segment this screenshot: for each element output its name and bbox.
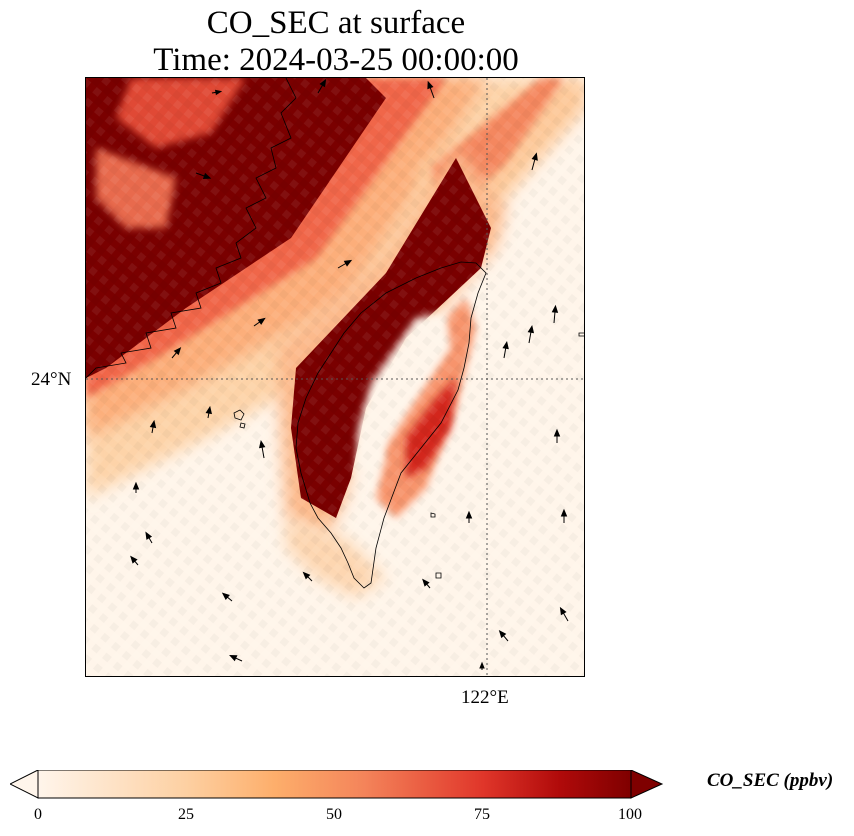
wind-arrow xyxy=(253,317,266,327)
wind-arrow xyxy=(502,340,509,359)
wind-arrow xyxy=(258,439,266,459)
wind-arrow xyxy=(171,347,182,359)
wind-arrow xyxy=(422,578,431,589)
colorbar-tick-50: 50 xyxy=(326,806,342,823)
wind-arrow xyxy=(531,152,538,171)
map-panel xyxy=(85,77,585,677)
taiwan-coastline xyxy=(295,261,487,589)
colorbar-label: CO_SEC (ppbv) xyxy=(707,770,834,791)
wind-arrow xyxy=(145,531,153,544)
wind-arrow xyxy=(465,510,473,523)
wind-arrow xyxy=(527,324,535,344)
mainland-coastline xyxy=(86,78,297,379)
orchid-island xyxy=(435,572,442,579)
colorbar-tick-0: 0 xyxy=(34,806,42,823)
colorbar-extend-max xyxy=(630,770,664,799)
colorbar-tick-75: 75 xyxy=(474,806,490,823)
wind-arrow xyxy=(498,630,509,642)
wind-arrow xyxy=(149,419,157,434)
colorbar-extend-min xyxy=(10,770,39,799)
wind-arrow xyxy=(337,259,353,269)
colorbar-tick-100: 100 xyxy=(618,806,642,823)
yonaguni-island xyxy=(578,332,584,337)
wind-arrow xyxy=(195,172,212,179)
wind-arrow xyxy=(205,405,212,419)
map-title-line1: CO_SEC at surface xyxy=(206,5,466,41)
colorbar-gradient xyxy=(37,770,632,799)
wind-arrow xyxy=(132,481,140,493)
wind-arrow xyxy=(551,304,559,324)
gridlines xyxy=(86,78,584,676)
wind-arrow xyxy=(221,592,233,602)
wind-arrow xyxy=(302,571,313,582)
colorbar xyxy=(10,770,664,799)
wind-arrow xyxy=(317,78,327,94)
colorbar-tick-25: 25 xyxy=(178,806,194,823)
penghu-islands xyxy=(233,409,246,429)
wind-arrow xyxy=(553,428,561,443)
latitude-label-24n: 24°N xyxy=(31,369,72,390)
wind-arrow xyxy=(229,654,243,662)
longitude-label-122e: 122°E xyxy=(461,687,509,708)
wind-arrow xyxy=(427,80,435,99)
green-island xyxy=(430,512,436,518)
coastlines xyxy=(86,78,584,589)
wind-arrow xyxy=(559,606,569,622)
wind-arrows xyxy=(130,78,569,670)
grid-pixel-texture xyxy=(86,78,584,676)
map-title-line2: Time: 2024-03-25 00:00:00 xyxy=(153,42,519,78)
wind-arrow xyxy=(211,89,223,96)
co-sec-field xyxy=(86,78,584,676)
wind-arrow xyxy=(130,555,139,566)
wind-arrow xyxy=(479,661,485,670)
wind-arrow xyxy=(560,508,568,523)
